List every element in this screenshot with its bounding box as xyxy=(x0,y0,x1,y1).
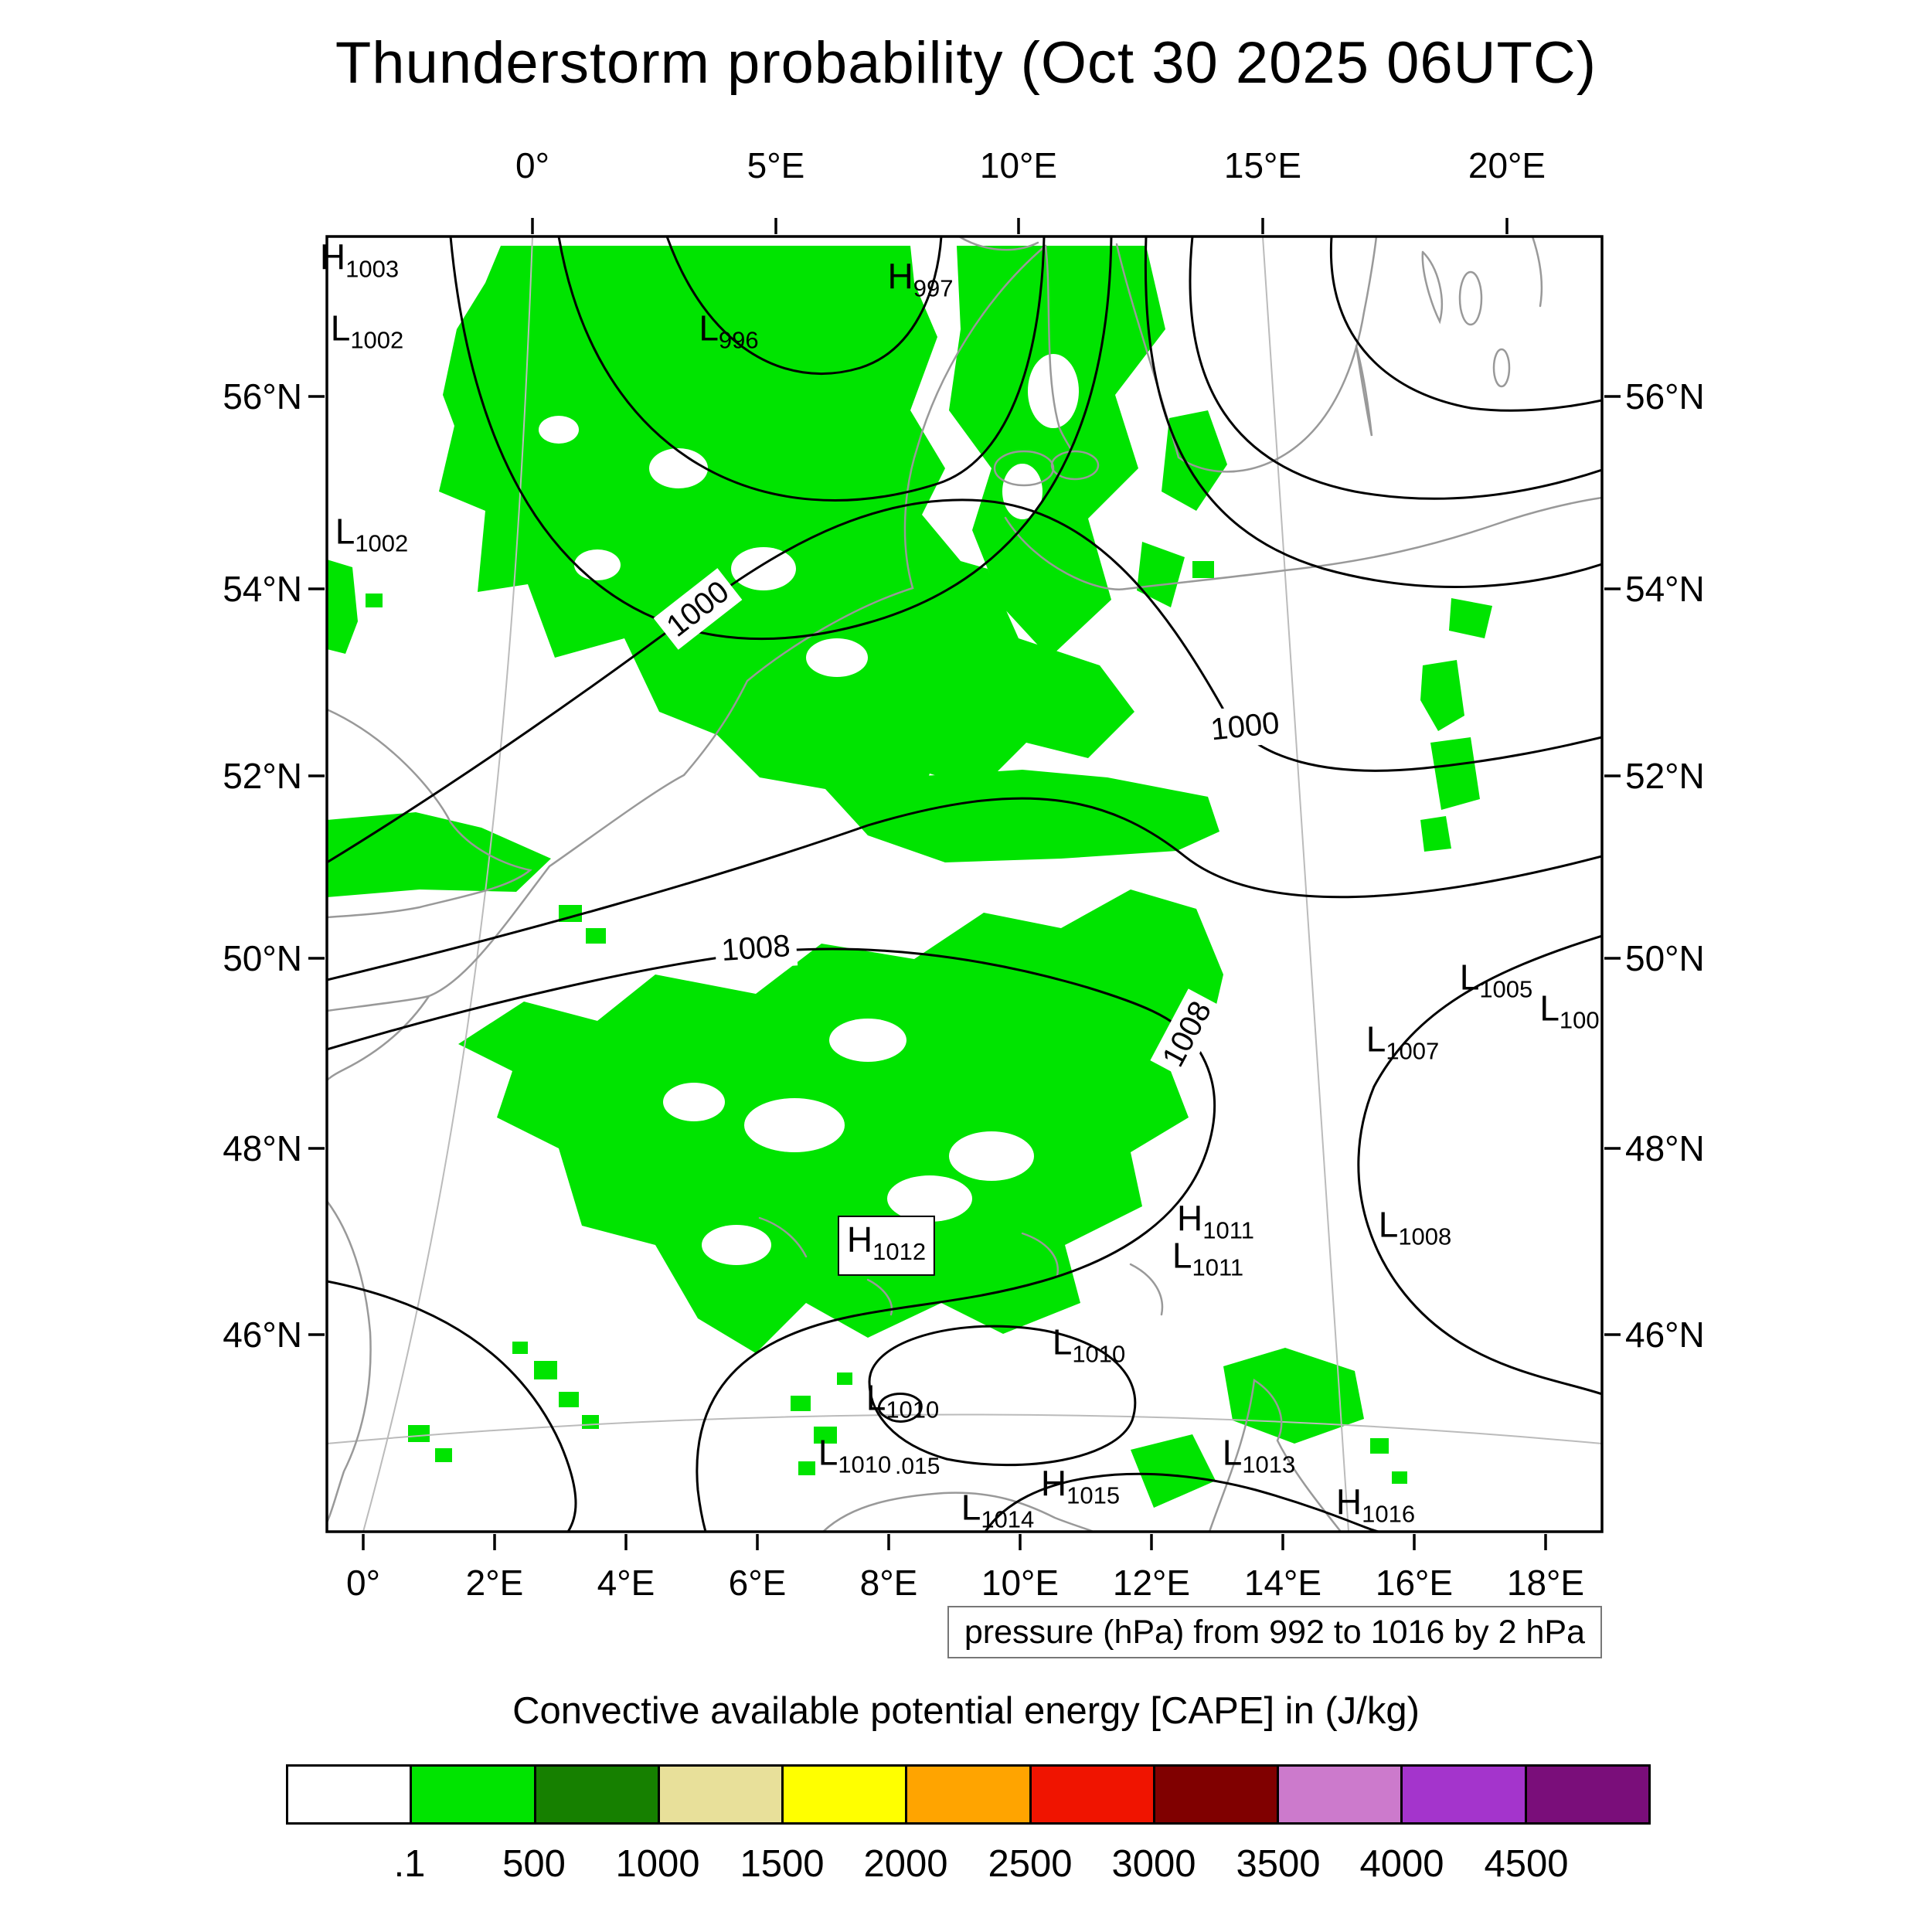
bottom-axis-label-7: 14°E xyxy=(1243,1563,1322,1603)
right-axis-label-5: 46°N xyxy=(1625,1315,1705,1355)
colorbar-segment-9 xyxy=(1400,1767,1525,1822)
colorbar-label-4: 2000 xyxy=(863,1843,948,1885)
bottom-axis-label-5: 10°E xyxy=(981,1563,1060,1603)
cape-colorbar xyxy=(286,1764,1651,1825)
left-axis-label-0: 56°N xyxy=(223,376,302,417)
top-axis-label-1: 5°E xyxy=(747,145,805,185)
map-area: 0° 5°E 10°E 15°E 20°E 0° 2°E 4°E 6°E 8°E… xyxy=(223,145,1705,1603)
colorbar-label-7: 3500 xyxy=(1236,1843,1321,1885)
colorbar-label-9: 4500 xyxy=(1484,1843,1569,1885)
axis-ticks xyxy=(308,218,1621,1550)
colorbar-label-5: 2500 xyxy=(988,1843,1073,1885)
colorbar-segment-4 xyxy=(781,1767,906,1822)
colorbar-segment-2 xyxy=(533,1767,658,1822)
pressure-center-H1012: H1012 xyxy=(837,1215,936,1277)
top-axis-label-3: 15°E xyxy=(1223,145,1302,185)
pressure-center-L1008: L1008 xyxy=(1378,1204,1452,1250)
pressure-center-L1013: L1013 xyxy=(1222,1432,1296,1478)
bottom-axis-label-6: 12°E xyxy=(1112,1563,1191,1603)
colorbar-segment-8 xyxy=(1277,1767,1401,1822)
bottom-axis-label-8: 16°E xyxy=(1375,1563,1454,1603)
pressure-center-L1007: L1007 xyxy=(1366,1019,1440,1065)
colorbar-label-8: 4000 xyxy=(1359,1843,1444,1885)
right-axis-label-3: 50°N xyxy=(1625,938,1705,978)
pressure-center-H1016: H1016 xyxy=(1335,1481,1416,1528)
pressure-center-L1005: L1005 xyxy=(1459,957,1533,1003)
map-canvas xyxy=(308,218,1621,1550)
colorbar-segment-5 xyxy=(905,1767,1029,1822)
colorbar-segment-10 xyxy=(1524,1767,1648,1822)
contour-label-1008-a: 1008 xyxy=(713,925,798,971)
colorbar-label-1: 500 xyxy=(502,1843,566,1885)
left-axis-label-3: 50°N xyxy=(223,938,302,978)
coastlines xyxy=(327,236,1602,1532)
top-axis-label-2: 10°E xyxy=(979,145,1058,185)
graticule-lines xyxy=(327,236,1602,1532)
right-axis-label-0: 56°N xyxy=(1625,376,1705,417)
map-frame xyxy=(325,235,1604,1533)
pressure-center-L1010a: L1010 xyxy=(1052,1321,1126,1368)
colorbar-segment-6 xyxy=(1029,1767,1153,1822)
colorbar-segment-7 xyxy=(1152,1767,1277,1822)
pressure-center-H997: H997 xyxy=(887,256,954,302)
contour-label-1000-b: 1000 xyxy=(1202,702,1287,751)
colorbar-segment-3 xyxy=(657,1767,782,1822)
bottom-axis-label-3: 6°E xyxy=(728,1563,787,1603)
colorbar-label-3: 1500 xyxy=(740,1843,825,1885)
pressure-center-L1010c: L1010 xyxy=(818,1432,892,1478)
pressure-center-L1014: L1014 xyxy=(961,1487,1035,1533)
right-axis-label-4: 48°N xyxy=(1625,1128,1705,1168)
pressure-center-H1011: H1011 xyxy=(1177,1198,1254,1244)
left-axis-label-1: 54°N xyxy=(223,569,302,609)
colorbar-label-2: 1000 xyxy=(615,1843,700,1885)
cape-green-regions xyxy=(327,246,1492,1508)
small-label-015: .015 xyxy=(895,1454,940,1479)
bottom-axis-label-0: 0° xyxy=(346,1563,380,1603)
colorbar-label-6: 3000 xyxy=(1111,1843,1196,1885)
chart-title: Thunderstorm probability (Oct 30 2025 06… xyxy=(335,30,1597,96)
pressure-center-L1002a: L1002 xyxy=(330,308,404,354)
colorbar-segment-0 xyxy=(288,1767,410,1822)
top-axis-label-4: 20°E xyxy=(1468,145,1546,185)
bottom-axis-label-9: 18°E xyxy=(1506,1563,1585,1603)
pressure-center-L1010b: L1010 xyxy=(866,1377,940,1423)
bottom-axis-label-1: 2°E xyxy=(465,1563,524,1603)
pressure-center-H1015: H1015 xyxy=(1040,1463,1121,1509)
bottom-axis-label-4: 8°E xyxy=(859,1563,918,1603)
bottom-axis-label-2: 4°E xyxy=(597,1563,655,1603)
left-axis-label-5: 46°N xyxy=(223,1315,302,1355)
pressure-center-L1002b: L1002 xyxy=(335,511,409,557)
top-axis-label-0: 0° xyxy=(515,145,549,185)
pressure-center-L996: L996 xyxy=(699,308,759,354)
pressure-center-L100-clipped: L100 xyxy=(1539,988,1600,1034)
pressure-center-H1003: H1003 xyxy=(319,236,400,283)
left-axis-label-2: 52°N xyxy=(223,756,302,796)
right-axis-label-1: 54°N xyxy=(1625,569,1705,609)
left-axis-label-4: 48°N xyxy=(223,1128,302,1168)
colorbar-segment-1 xyxy=(410,1767,534,1822)
colorbar-title: Convective available potential energy [C… xyxy=(512,1690,1420,1732)
colorbar-label-0: .1 xyxy=(393,1843,426,1885)
right-axis-label-2: 52°N xyxy=(1625,756,1705,796)
pressure-range-caption: pressure (hPa) from 992 to 1016 by 2 hPa xyxy=(947,1606,1602,1658)
pressure-center-L1011: L1011 xyxy=(1172,1235,1244,1281)
